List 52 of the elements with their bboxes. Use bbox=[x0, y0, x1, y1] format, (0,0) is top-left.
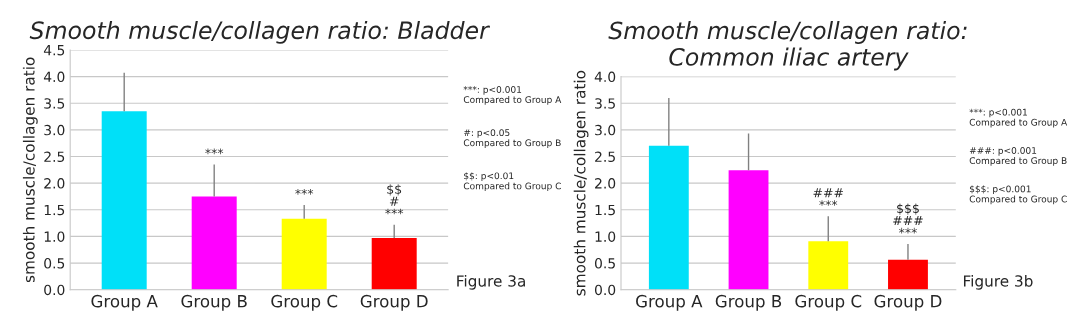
bar bbox=[888, 259, 928, 290]
x-tick-label: Group D bbox=[360, 294, 428, 311]
y-tick-label: 4.0 bbox=[594, 71, 616, 83]
caption: Figure 3b bbox=[964, 274, 1033, 290]
y-tick-label: 2.5 bbox=[44, 151, 65, 162]
y-tick-label: 2.5 bbox=[595, 151, 615, 162]
y-tick-label: 1.5 bbox=[44, 204, 65, 216]
y-tick-label: 3.0 bbox=[44, 124, 65, 136]
y-tick-label: 2.0 bbox=[44, 178, 65, 189]
annotation: *** bbox=[295, 188, 314, 195]
y-tick-label: 4.5 bbox=[43, 45, 65, 56]
y-tick-label: 1.0 bbox=[44, 231, 65, 242]
text: ###: p<0.001 Compared to Group B bbox=[969, 147, 1067, 166]
bar bbox=[648, 145, 689, 290]
x-tick-label: Group B bbox=[715, 294, 782, 311]
bar bbox=[808, 241, 849, 290]
x-tick-label: Group B bbox=[181, 294, 247, 311]
annotation: $$$ ### *** bbox=[893, 203, 923, 234]
text: ***: p<0.001 Compared to Group A bbox=[969, 108, 1068, 128]
text: $$: p<0.01 Compared to Group C bbox=[463, 172, 561, 192]
bar bbox=[101, 111, 147, 290]
annotation: $$ # *** bbox=[385, 184, 404, 215]
x-tick-label: Group A bbox=[636, 294, 703, 311]
bar bbox=[728, 170, 769, 290]
chart-title: Smooth muscle/collagen ratio: Bladder bbox=[29, 20, 491, 44]
y-tick-label: 3.5 bbox=[44, 98, 65, 109]
bar bbox=[281, 218, 327, 290]
y-tick-label: 0.5 bbox=[44, 258, 65, 269]
text: #: p<0.05 Compared to Group B bbox=[463, 129, 561, 148]
y-tick-label: 0.0 bbox=[594, 284, 616, 296]
y-tick-label: 1.0 bbox=[595, 231, 616, 242]
y-axis-title: smooth muscle/collagen ratio bbox=[22, 57, 38, 283]
y-tick-label: 3.5 bbox=[595, 98, 615, 109]
y-tick-label: 4.0 bbox=[43, 71, 65, 83]
x-tick-label: Group A bbox=[91, 294, 158, 311]
y-tick-label: 0.0 bbox=[44, 284, 65, 296]
annotation: ### *** bbox=[813, 188, 844, 206]
x-tick-label: Group C bbox=[795, 294, 862, 311]
y-tick-label: 3.0 bbox=[595, 124, 616, 136]
bar bbox=[191, 196, 237, 290]
chart-title: Smooth muscle/collagen ratio: Common iliac artery bbox=[608, 21, 967, 71]
y-axis-title: smooth muscle/collagen ratio bbox=[573, 70, 589, 296]
caption: Figure 3a bbox=[457, 274, 525, 290]
x-tick-label: Group D bbox=[874, 294, 942, 311]
y-tick-label: 2.0 bbox=[595, 178, 616, 189]
x-tick-label: Group C bbox=[271, 294, 338, 311]
bar bbox=[371, 238, 417, 290]
text: $$$: p<0.001 Compared to Group C bbox=[969, 185, 1067, 205]
text: ***: p<0.001 Compared to Group A bbox=[463, 86, 562, 105]
annotation: *** bbox=[205, 148, 224, 155]
y-tick-label: 0.5 bbox=[594, 258, 615, 269]
y-tick-label: 1.5 bbox=[595, 204, 615, 216]
